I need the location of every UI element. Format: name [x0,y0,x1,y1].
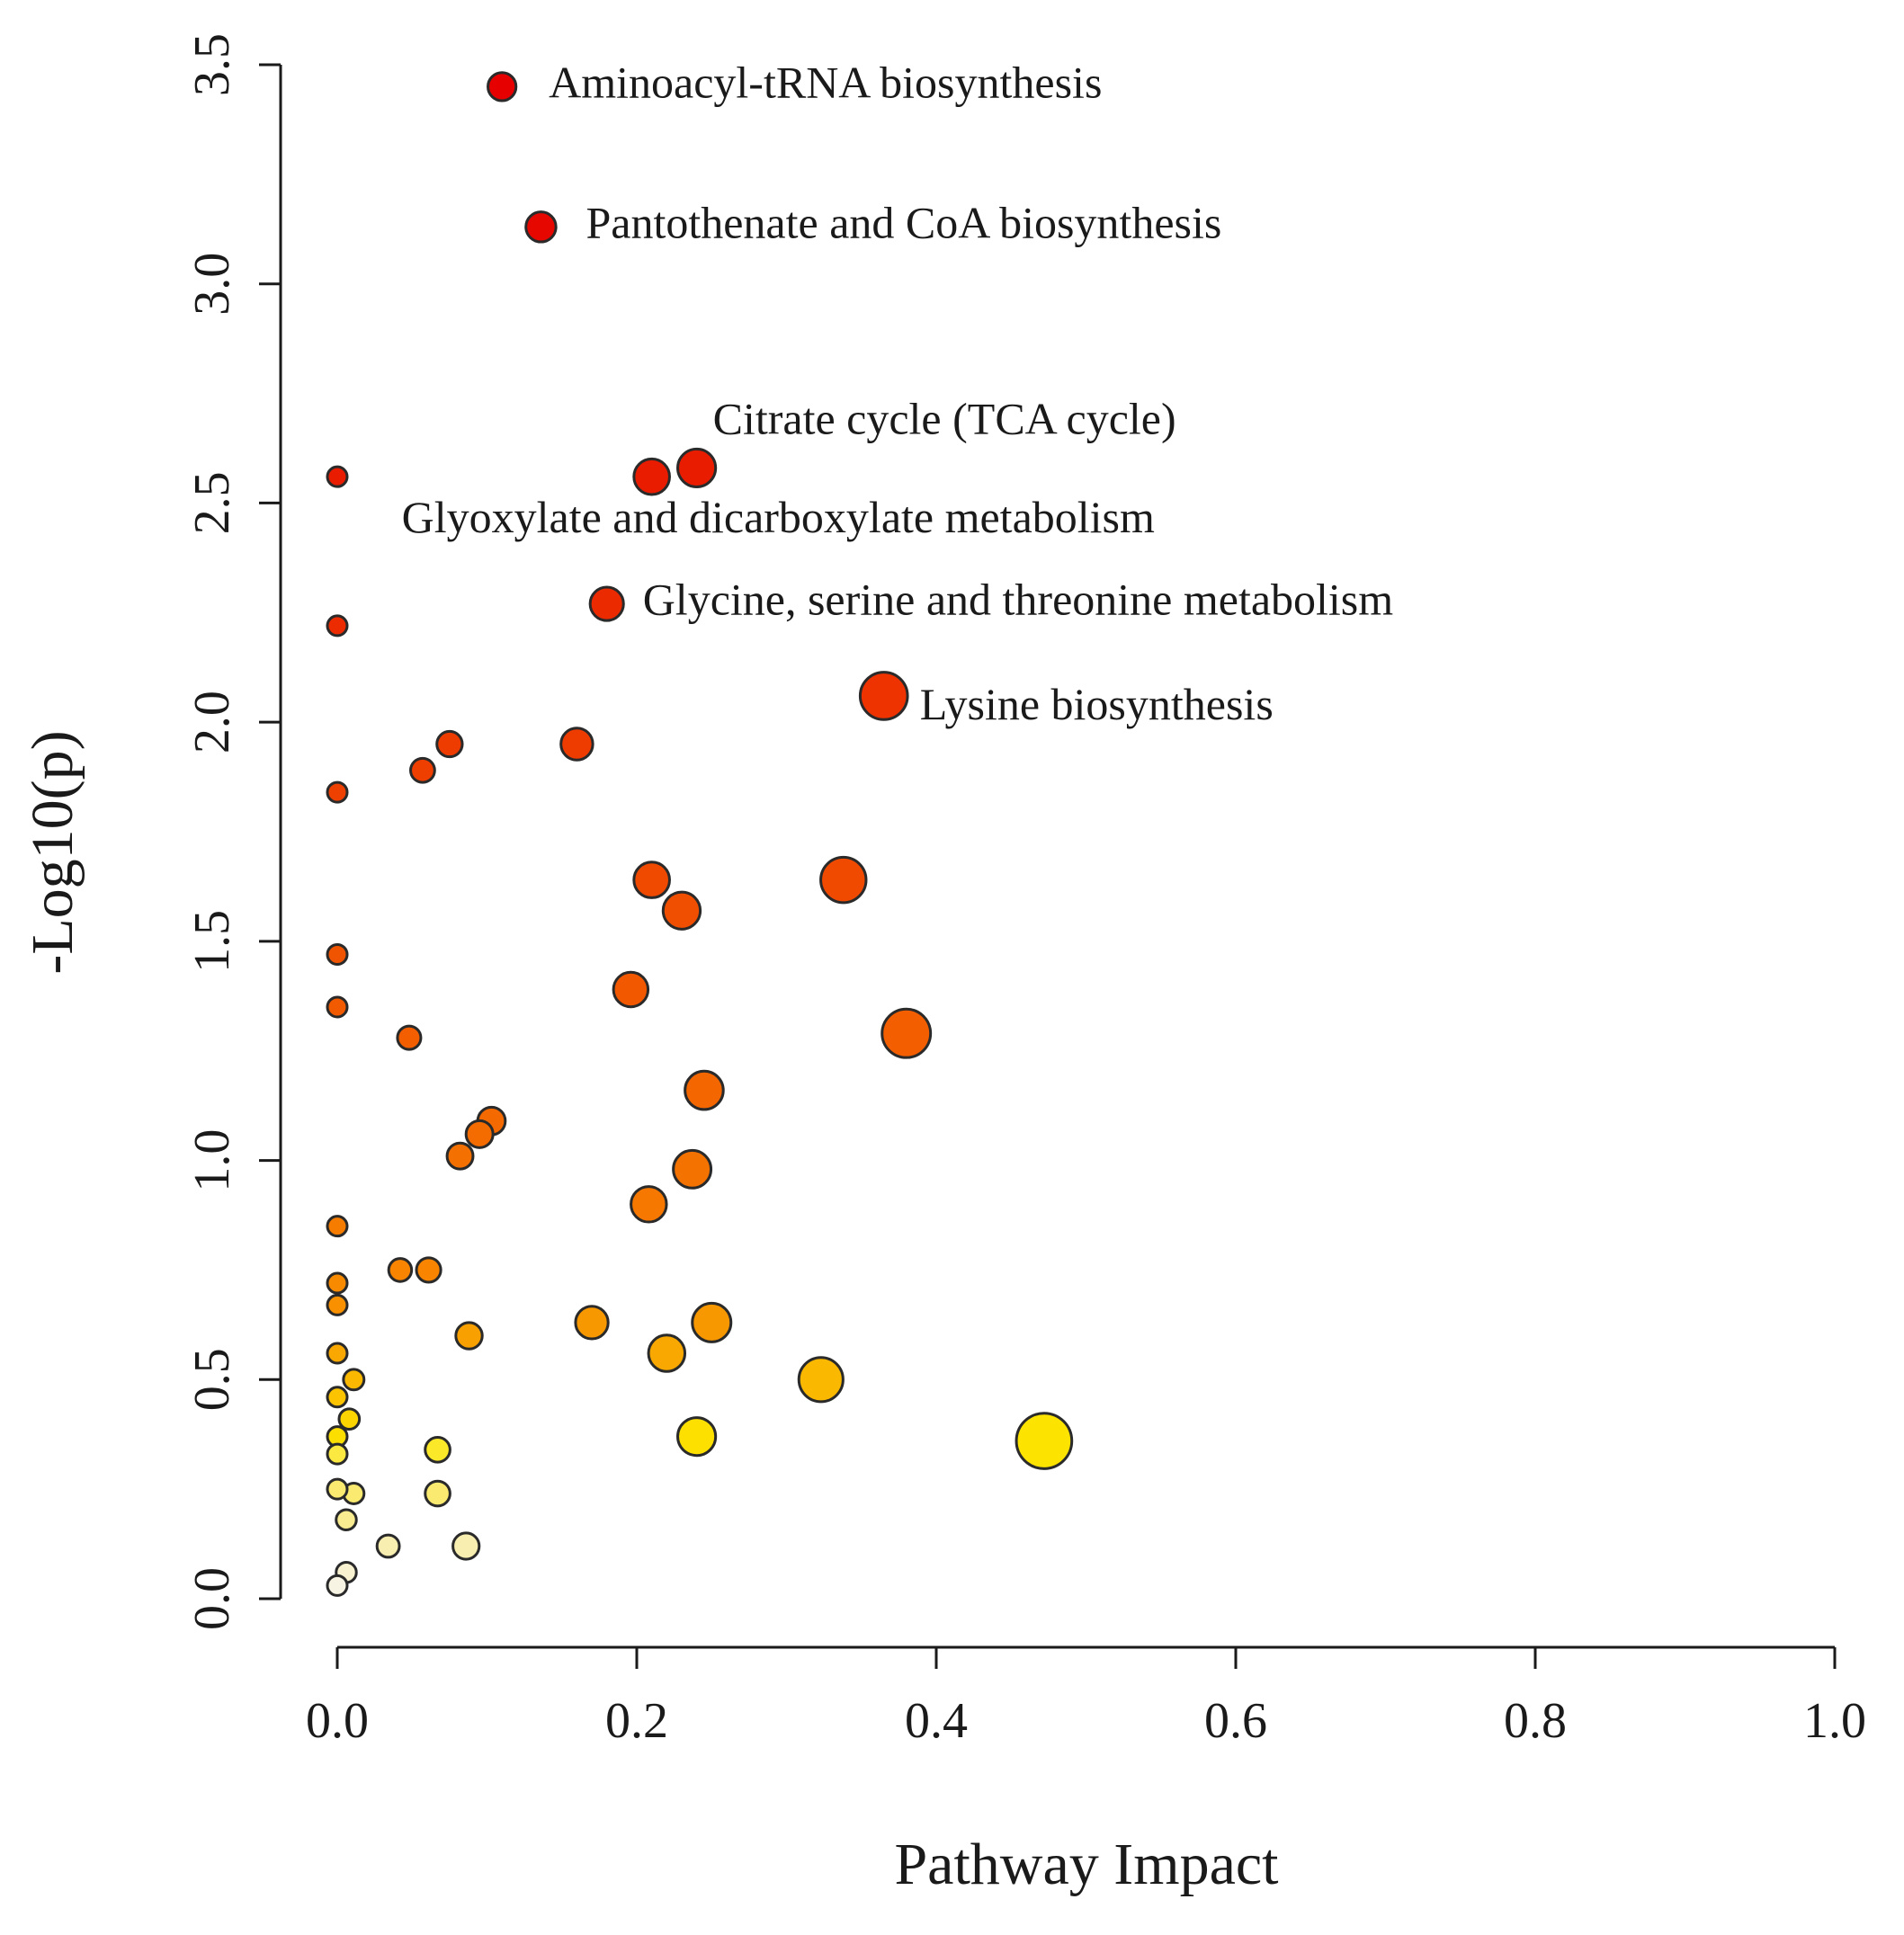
y-tick-label: 3.5 [184,33,240,96]
data-point [1015,1412,1074,1470]
y-tick-label: 0.0 [184,1567,240,1630]
data-point [858,671,909,721]
data-point [672,1148,713,1190]
data-point [415,1256,442,1284]
data-point [454,1321,484,1351]
data-point [326,1215,349,1238]
data-point [396,1024,423,1051]
data-point [326,1271,349,1295]
data-point [797,1356,845,1404]
data-point [691,1301,733,1343]
y-tick-label: 2.5 [184,471,240,534]
data-point [451,1531,481,1561]
point-annotation: Aminoacyl-tRNA biosynthesis [549,57,1102,107]
data-point [676,447,718,489]
data-point [326,780,349,804]
x-tick-label: 0.0 [306,1693,369,1749]
data-point [524,210,558,244]
data-point [409,756,436,784]
x-tick-label: 0.8 [1504,1693,1567,1749]
data-point [559,727,594,762]
data-point [326,1342,349,1365]
data-point [676,1416,718,1458]
data-point [326,465,349,488]
y-tick-label: 3.0 [184,253,240,316]
data-point [326,1293,349,1316]
data-point [387,1257,414,1283]
data-point [661,890,702,931]
data-point [326,1574,349,1597]
data-point [684,1069,725,1111]
annotations-layer: Aminoacyl-tRNA biosynthesis Pantothenate … [402,57,1394,729]
data-point [326,1477,349,1501]
data-point [464,1119,495,1149]
point-annotation: Glycine, serine and threonine metabolism [643,575,1394,625]
axes: 0.0 0.2 0.4 0.6 0.8 1.0 0.0 0.5 1.0 1.5 2.0 2.5 3.0 3… [184,33,1866,1749]
data-point [326,942,349,966]
data-point [326,614,349,638]
point-annotation: Lysine biosynthesis [920,679,1274,729]
x-tick-label: 0.4 [905,1693,968,1749]
y-tick-label: 1.0 [184,1129,240,1192]
data-point [647,1333,687,1373]
data-point [880,1007,933,1059]
data-point [574,1305,610,1341]
data-point [326,1386,349,1409]
y-tick-label: 0.5 [184,1348,240,1411]
x-tick-label: 0.2 [605,1693,668,1749]
data-point [375,1533,401,1559]
data-point [326,995,349,1019]
point-annotation: Glyoxylate and dicarboxylate metabolism [402,492,1155,542]
data-point [819,855,868,905]
data-point [337,1407,362,1431]
data-point [435,729,464,759]
x-axis-title: Pathway Impact [894,1832,1278,1897]
x-tick-label: 1.0 [1803,1693,1866,1749]
data-point [424,1479,451,1508]
y-tick-label: 2.0 [184,691,240,753]
data-point [630,1185,668,1224]
data-point [342,1368,366,1392]
data-point [335,1508,358,1532]
y-tick-label: 1.5 [184,910,240,973]
data-point [326,1442,349,1466]
point-annotation: Citrate cycle (TCA cycle) [713,393,1176,443]
y-axis-title: -Log10(p) [20,730,85,974]
data-point [588,585,625,622]
data-point [632,457,671,496]
x-tick-label: 0.6 [1204,1693,1267,1749]
data-point [632,860,671,899]
data-point [612,970,650,1009]
point-annotation: Pantothenate and CoA biosynthesis [586,197,1221,247]
data-point [445,1141,475,1171]
points-layer [326,71,1074,1597]
data-point [424,1435,451,1464]
data-point [487,71,518,103]
